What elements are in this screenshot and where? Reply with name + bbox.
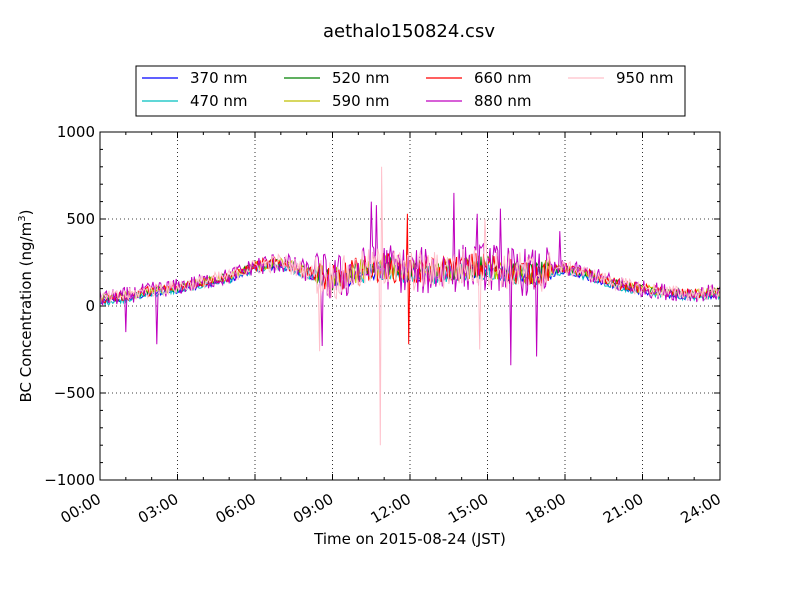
x-tick-label: 21:00	[600, 490, 646, 527]
legend: 370 nm 470 nm 520 nm 590 nm 660 nm 880 nm 950 …	[135, 65, 686, 117]
x-tick-label: 18:00	[523, 490, 569, 527]
grid-lines	[100, 132, 720, 480]
series-line-880-nm	[99, 192, 721, 366]
legend-label: 950 nm	[616, 69, 674, 87]
legend-label: 470 nm	[190, 92, 248, 110]
x-tick-label: 03:00	[135, 490, 181, 527]
legend-label: 590 nm	[332, 92, 390, 110]
x-tick-label: 06:00	[213, 490, 259, 527]
legend-box	[135, 65, 686, 117]
x-tick-label: 24:00	[678, 490, 724, 527]
y-tick-label: 500	[66, 210, 95, 228]
y-tick-label: 1000	[57, 123, 95, 141]
x-tick-label: 15:00	[445, 490, 491, 527]
legend-label: 370 nm	[190, 69, 248, 87]
y-axis-label-superscript: 3	[17, 215, 28, 221]
y-axis-tick-labels: −1000 −500 0 500 1000	[44, 123, 95, 489]
y-axis-label-main: BC Concentration (ng/m	[17, 222, 35, 403]
series-line-950-nm	[99, 166, 721, 446]
chart-title: aethalo150824.csv	[323, 21, 495, 42]
legend-label: 880 nm	[474, 92, 532, 110]
series-lines	[99, 166, 721, 446]
x-tick-label: 12:00	[368, 490, 414, 527]
y-tick-label: 0	[85, 297, 95, 315]
legend-label: 660 nm	[474, 69, 532, 87]
x-tick-label: 09:00	[290, 490, 336, 527]
legend-label: 520 nm	[332, 69, 390, 87]
axis-ticks	[99, 131, 721, 481]
y-tick-label: −500	[54, 384, 95, 402]
x-axis-tick-labels: 00:00 03:00 06:00 09:00 12:00 15:00 18:00 21:00…	[58, 490, 724, 527]
y-axis-label: BC Concentration (ng/m3)	[17, 210, 35, 403]
y-axis-label-close: )	[17, 210, 35, 216]
y-tick-label: −1000	[44, 471, 95, 489]
x-tick-label: 00:00	[58, 490, 104, 527]
x-axis-label: Time on 2015-08-24 (JST)	[313, 530, 506, 548]
